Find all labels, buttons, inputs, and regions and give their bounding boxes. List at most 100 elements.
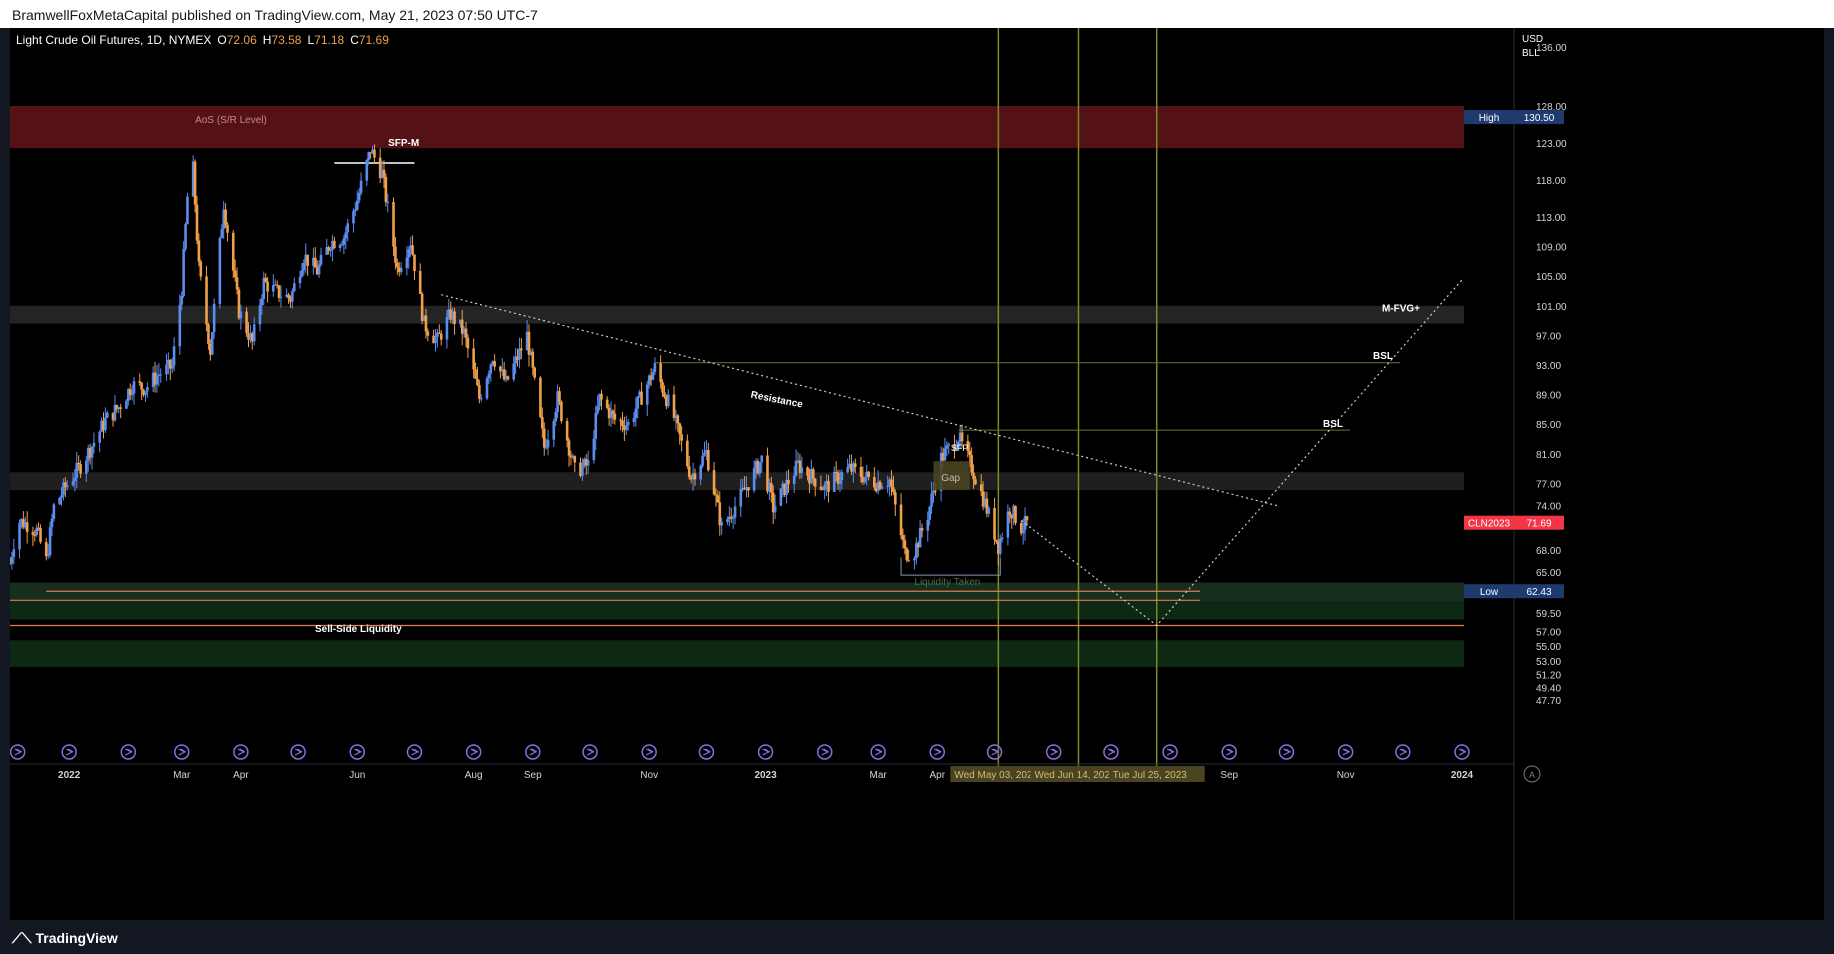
candle-body <box>560 401 563 422</box>
replay-icon[interactable] <box>1395 744 1411 760</box>
candle-body <box>768 483 771 492</box>
replay-icon[interactable] <box>1162 744 1178 760</box>
replay-icon[interactable] <box>870 744 886 760</box>
candle-body <box>504 376 508 380</box>
candle-body <box>231 232 235 271</box>
candle-body <box>167 359 170 365</box>
chart-area[interactable]: AoS (S/R Level) SFP-M Resistance M-FVG+ … <box>8 28 1824 920</box>
projection-path <box>1020 279 1463 627</box>
candle-body <box>394 246 397 263</box>
candle-body <box>995 539 998 542</box>
candle-body <box>44 542 48 557</box>
replay-arrow-icon <box>934 748 942 756</box>
candle-body <box>512 363 516 380</box>
candle-body <box>327 247 330 251</box>
replay-icons-row[interactable] <box>9 744 1470 760</box>
candle-body <box>71 481 75 486</box>
replay-icon[interactable] <box>1278 744 1295 760</box>
replay-icon[interactable] <box>929 744 946 760</box>
candle-body <box>159 374 163 376</box>
replay-arrow-icon <box>1050 748 1059 756</box>
candle-body <box>974 479 977 485</box>
replay-icon[interactable] <box>465 744 482 760</box>
candle-body <box>874 487 878 492</box>
auto-scale-icon[interactable] <box>1523 765 1541 783</box>
replay-icon[interactable] <box>641 744 657 760</box>
publish-header: BramwellFoxMetaCapital published on Trad… <box>0 0 1834 28</box>
replay-icon[interactable] <box>1045 744 1062 760</box>
price-tick: 85.00 <box>1536 420 1561 431</box>
candle-body <box>716 495 720 503</box>
candle-body <box>747 487 750 491</box>
replay-icon[interactable] <box>290 744 306 760</box>
candle-body <box>409 245 412 250</box>
candle-body <box>596 406 599 413</box>
replay-arrow-icon <box>125 748 133 756</box>
auto-scale-icon-glyph[interactable]: A <box>1529 770 1535 780</box>
replay-icon[interactable] <box>1103 744 1119 760</box>
candle-body <box>411 245 414 255</box>
candle-body <box>972 472 975 480</box>
replay-arrow-icon <box>991 748 999 756</box>
replay-icon[interactable] <box>233 744 249 760</box>
candle-body <box>890 479 893 488</box>
candle-body <box>892 487 895 493</box>
replay-icon[interactable] <box>816 744 833 760</box>
candle-body <box>594 412 598 439</box>
replay-icon[interactable] <box>757 744 774 760</box>
fvg-zone <box>10 305 1464 324</box>
candle-body <box>583 459 586 467</box>
candle-body <box>102 420 105 431</box>
candle-body <box>453 311 456 324</box>
price-tick: 123.00 <box>1536 139 1567 150</box>
candle-body <box>678 423 682 435</box>
candle-body <box>821 489 825 491</box>
candle-body <box>20 519 23 523</box>
candle-body <box>539 377 542 417</box>
candle-body <box>462 328 466 334</box>
candle-body <box>600 393 603 400</box>
candle-body <box>581 466 584 476</box>
replay-icon[interactable] <box>1454 744 1470 760</box>
candle-body <box>405 257 409 269</box>
replay-icon[interactable] <box>698 744 715 760</box>
candle-body <box>859 466 863 478</box>
candle-body <box>210 332 214 355</box>
replay-icon[interactable] <box>61 744 77 760</box>
replay-arrow-icon <box>762 748 770 756</box>
candle-body <box>239 311 243 319</box>
replay-arrow-icon <box>353 748 362 756</box>
demand-zone-lower <box>10 640 1464 667</box>
candle-body <box>315 267 319 275</box>
candle-body <box>18 522 21 550</box>
price-tick: 128.00 <box>1536 102 1567 113</box>
demand-zone-middle <box>10 601 1464 620</box>
replay-icon[interactable] <box>582 744 598 760</box>
candle-body <box>292 283 296 292</box>
tradingview-logo[interactable]: ⟋⟍ TradingView <box>12 930 118 946</box>
chart-svg[interactable]: AoS (S/R Level) SFP-M Resistance M-FVG+ … <box>8 28 1824 920</box>
replay-arrow-icon <box>529 748 538 756</box>
replay-icon[interactable] <box>1221 744 1237 760</box>
replay-icon[interactable] <box>986 744 1003 760</box>
candle-body <box>542 428 546 448</box>
replay-icon[interactable] <box>349 744 366 760</box>
publish-info: BramwellFoxMetaCapital published on Trad… <box>12 7 538 23</box>
candle-body <box>384 176 388 203</box>
candle-body <box>945 445 949 449</box>
candle-body <box>920 527 924 531</box>
candle-body <box>811 469 815 479</box>
replay-icon[interactable] <box>9 744 26 760</box>
replay-icon[interactable] <box>120 744 137 760</box>
replay-icon[interactable] <box>1337 744 1354 760</box>
candle-body <box>987 508 991 514</box>
candle-body <box>355 200 359 210</box>
candle-body <box>369 152 372 154</box>
price-axis-panel <box>1514 28 1824 920</box>
replay-icon[interactable] <box>406 744 423 760</box>
replay-arrow-icon <box>703 748 711 756</box>
replay-icon[interactable] <box>525 744 541 760</box>
replay-icon[interactable] <box>173 744 190 760</box>
candle-body <box>178 304 182 347</box>
date-label-3-bg <box>1108 766 1205 782</box>
